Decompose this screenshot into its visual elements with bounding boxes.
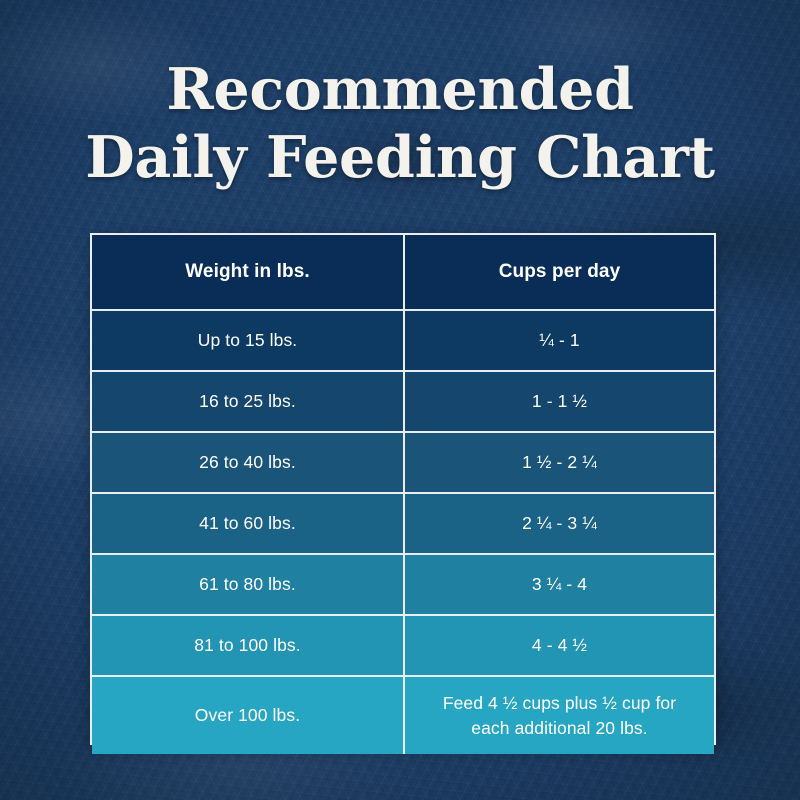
table-row: 81 to 100 lbs. 4 - 4 ½	[92, 614, 714, 675]
cups-value: 2 ¼ - 3 ¼	[522, 513, 597, 533]
cell-cups: 1 ½ - 2 ¼	[403, 433, 714, 492]
cups-value: 3 ¼ - 4	[531, 574, 588, 594]
cell-cups: 3 ¼ - 4	[403, 555, 714, 614]
table-row: 41 to 60 lbs. 2 ¼ - 3 ¼	[92, 492, 714, 553]
cell-weight: 26 to 40 lbs.	[199, 452, 296, 472]
cups-value: ¼ - 1	[539, 330, 580, 350]
cups-value: 4 - 4 ½	[531, 635, 588, 655]
table-row: 26 to 40 lbs. 1 ½ - 2 ¼	[92, 431, 714, 492]
cell-weight: 81 to 100 lbs.	[194, 635, 301, 655]
column-header-cups: Cups per day	[403, 235, 714, 309]
page-title: Recommended Daily Feeding Chart	[0, 56, 800, 192]
cell-cups: Feed 4 ½ cups plus ½ cup for each additi…	[403, 677, 714, 754]
cell-cups: 1 - 1 ½	[403, 372, 714, 431]
page-title-line-2: Daily Feeding Chart	[85, 124, 715, 191]
feeding-table: Weight in lbs. Cups per day Up to 15 lbs…	[90, 233, 716, 754]
table-row: Over 100 lbs. Feed 4 ½ cups plus ½ cup f…	[92, 675, 714, 754]
cups-value: 1 ½ - 2 ¼	[522, 452, 597, 472]
cell-weight: Over 100 lbs.	[194, 705, 301, 725]
cell-weight: 41 to 60 lbs.	[199, 513, 296, 533]
cell-cups: 4 - 4 ½	[403, 616, 714, 675]
cups-value: Feed 4 ½ cups plus ½ cup for each additi…	[442, 692, 677, 738]
table-row: 61 to 80 lbs. 3 ¼ - 4	[92, 553, 714, 614]
cell-weight: 61 to 80 lbs.	[199, 574, 296, 594]
cups-value: 1 - 1 ½	[531, 391, 588, 411]
cell-cups: 2 ¼ - 3 ¼	[403, 494, 714, 553]
cell-weight: 16 to 25 lbs.	[199, 391, 296, 411]
cell-cups: ¼ - 1	[403, 311, 714, 370]
cell-weight: Up to 15 lbs.	[197, 330, 298, 350]
column-header-weight: Weight in lbs.	[185, 261, 310, 282]
table-row: Up to 15 lbs. ¼ - 1	[92, 309, 714, 370]
table-row: 16 to 25 lbs. 1 - 1 ½	[92, 370, 714, 431]
page-title-line-1: Recommended	[166, 56, 634, 123]
table-header-row: Weight in lbs. Cups per day	[92, 235, 714, 309]
